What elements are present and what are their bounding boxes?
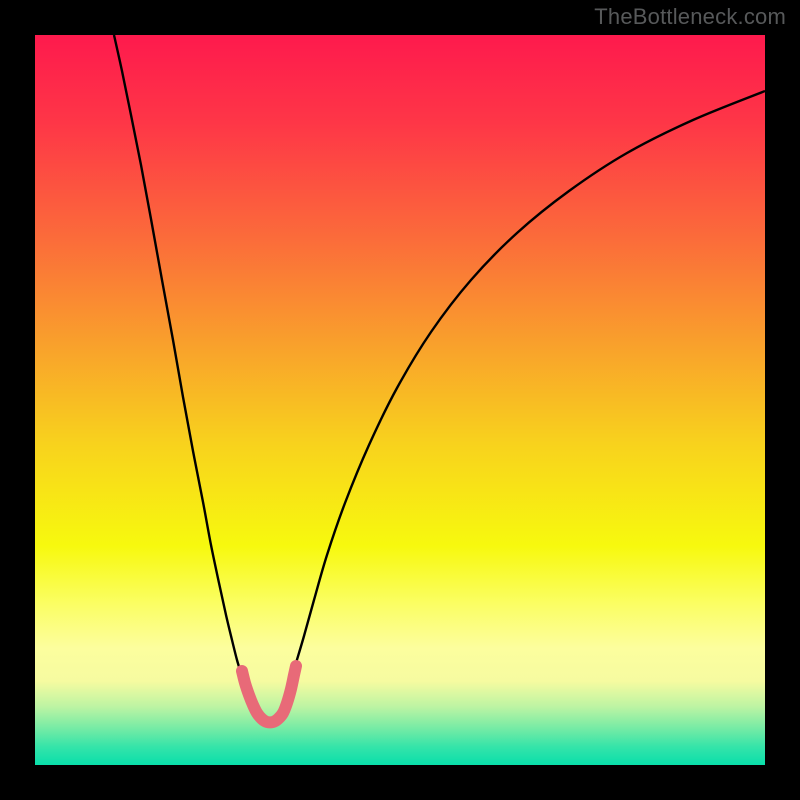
watermark-text: TheBottleneck.com	[594, 4, 786, 30]
plot-area	[35, 35, 765, 765]
curve-layer	[35, 35, 765, 765]
curve-left-branch	[114, 35, 244, 683]
curve-right-branch	[290, 91, 765, 683]
curve-highlight-minimum	[242, 666, 296, 722]
